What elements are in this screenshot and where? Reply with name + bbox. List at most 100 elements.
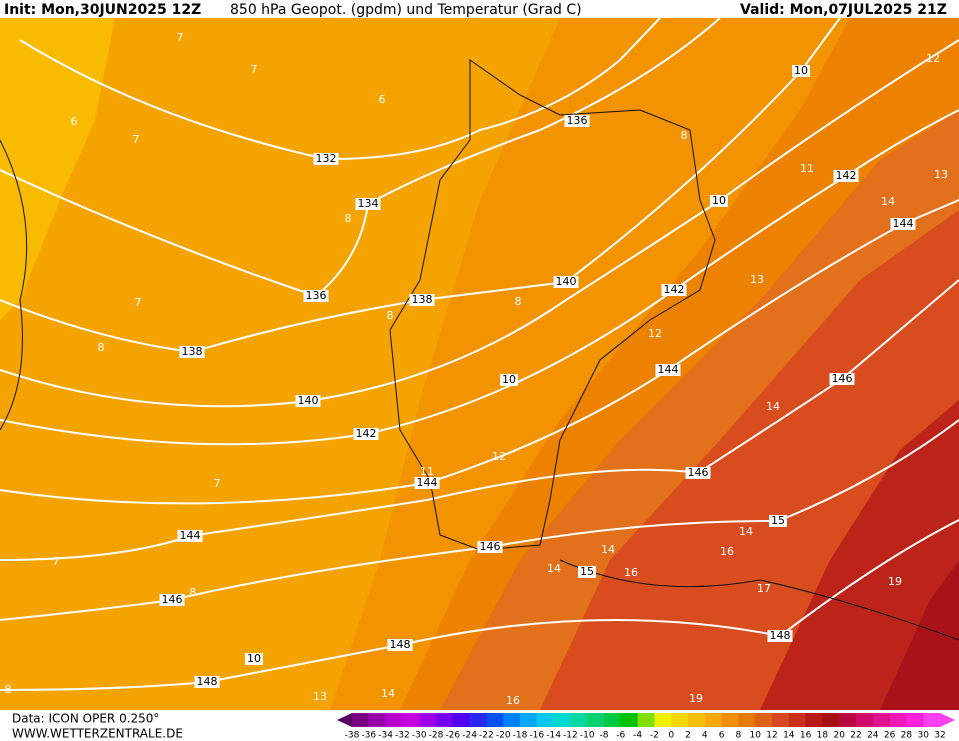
geopotential-label: 15 (580, 565, 594, 578)
temperature-label: 7 (177, 31, 184, 44)
geopotential-label-box (295, 395, 321, 407)
geopotential-label: 142 (664, 283, 685, 296)
legend-label: 32 (934, 731, 945, 741)
temperature-label: 8 (345, 212, 352, 225)
legend-swatch (553, 713, 571, 727)
geopotential-label-box (159, 594, 185, 606)
legend-label: -28 (429, 731, 444, 741)
legend-label: 28 (901, 731, 913, 741)
legend-swatch (486, 713, 504, 727)
temperature-label: 16 (506, 694, 520, 707)
geopotential-label: 148 (770, 629, 791, 642)
geopotential-label: 146 (688, 466, 709, 479)
temperature-label: 16 (720, 545, 734, 558)
temperature-label: 6 (379, 93, 386, 106)
legend-label: 2 (685, 731, 691, 741)
legend-swatch (805, 713, 823, 727)
geopotential-label-box (710, 195, 728, 207)
geopotential-label: 15 (771, 514, 785, 527)
geopotential-label: 134 (358, 197, 379, 210)
geopotential-label: 136 (567, 114, 588, 127)
temperature-label: 14 (381, 687, 395, 700)
legend-swatch (671, 713, 689, 727)
site-url: WWW.WETTERZENTRALE.DE (12, 727, 183, 741)
legend-label: 14 (783, 731, 795, 741)
legend-label: -34 (378, 731, 393, 741)
legend-swatch (620, 713, 639, 727)
legend-label: -32 (395, 731, 410, 741)
legend-label: 8 (736, 731, 742, 741)
legend-label: -20 (496, 731, 511, 741)
legend-label: -6 (616, 731, 625, 741)
legend-label: -18 (513, 731, 528, 741)
legend-swatch (469, 713, 487, 727)
country-borders (0, 59, 959, 641)
legend-swatch (822, 713, 840, 727)
geopotential-label-box (194, 676, 220, 688)
legend-label: -16 (529, 731, 544, 741)
geopotential-label-box (303, 290, 329, 302)
temperature-label: 7 (135, 296, 142, 309)
geopotential-label: 140 (556, 275, 577, 288)
temperature-label: 16 (624, 566, 638, 579)
temperature-field (0, 18, 959, 710)
temperature-label: 8 (681, 129, 688, 142)
temperature-label: 7 (133, 133, 140, 146)
field-red2 (760, 400, 959, 710)
geopotential-label-box (769, 515, 787, 527)
temperature-label: 12 (926, 52, 940, 65)
legend-label: -26 (445, 731, 460, 741)
geopotential-label-box (655, 364, 681, 376)
legend-swatch (570, 713, 588, 727)
temperature-label: 19 (888, 575, 902, 588)
temperature-label: 8 (387, 309, 394, 322)
temperature-label: 14 (881, 195, 895, 208)
legend-swatch (889, 713, 907, 727)
legend-label: -10 (580, 731, 595, 741)
legend-swatch (688, 713, 706, 727)
geopotential-label: 144 (180, 529, 201, 542)
temperature-label: 12 (648, 327, 662, 340)
legend-label: -4 (633, 731, 642, 741)
legend-swatch (872, 713, 891, 727)
geopotential-label: 10 (502, 373, 516, 386)
map-title: 850 hPa Geopot. (gpdm) und Temperatur (G… (230, 2, 582, 18)
contour (19, 17, 661, 161)
contour (0, 199, 959, 505)
geopotential-label-box (829, 373, 855, 385)
geopotential-label-box (353, 428, 379, 440)
geopotential-label: 136 (306, 289, 327, 302)
temperature-label: 14 (547, 562, 561, 575)
temperature-label: 17 (757, 582, 771, 595)
legend-label: 0 (668, 731, 674, 741)
temperature-label: 14 (766, 400, 780, 413)
geopotential-label-box (685, 467, 711, 479)
temperature-label: 13 (313, 690, 327, 703)
temperature-label: 11 (800, 162, 814, 175)
geopotential-label-box (564, 115, 590, 127)
geopotential-label-box (767, 630, 793, 642)
geopotential-label: 144 (417, 476, 438, 489)
legend-swatch (402, 713, 420, 727)
temperature-label: 11 (420, 465, 434, 478)
geopotential-label: 10 (247, 652, 261, 665)
legend-label: 12 (766, 731, 777, 741)
geopotential-label-box (661, 284, 687, 296)
legend-label: -24 (462, 731, 477, 741)
geopotential-label: 10 (794, 64, 808, 77)
geopotential-label: 144 (893, 217, 914, 230)
geopotential-label: 146 (832, 372, 853, 385)
coastline (0, 139, 28, 431)
legend-swatch (856, 713, 874, 727)
geopotential-label-box (313, 153, 339, 165)
legend-swatch (536, 713, 555, 727)
geopotential-label: 142 (356, 427, 377, 440)
legend-label: -38 (345, 731, 360, 741)
contour (0, 39, 959, 408)
legend-label: 16 (800, 731, 812, 741)
temperature-label: 13 (750, 273, 764, 286)
legend-left-arrow (337, 713, 352, 727)
temperature-label: 8 (190, 586, 197, 599)
